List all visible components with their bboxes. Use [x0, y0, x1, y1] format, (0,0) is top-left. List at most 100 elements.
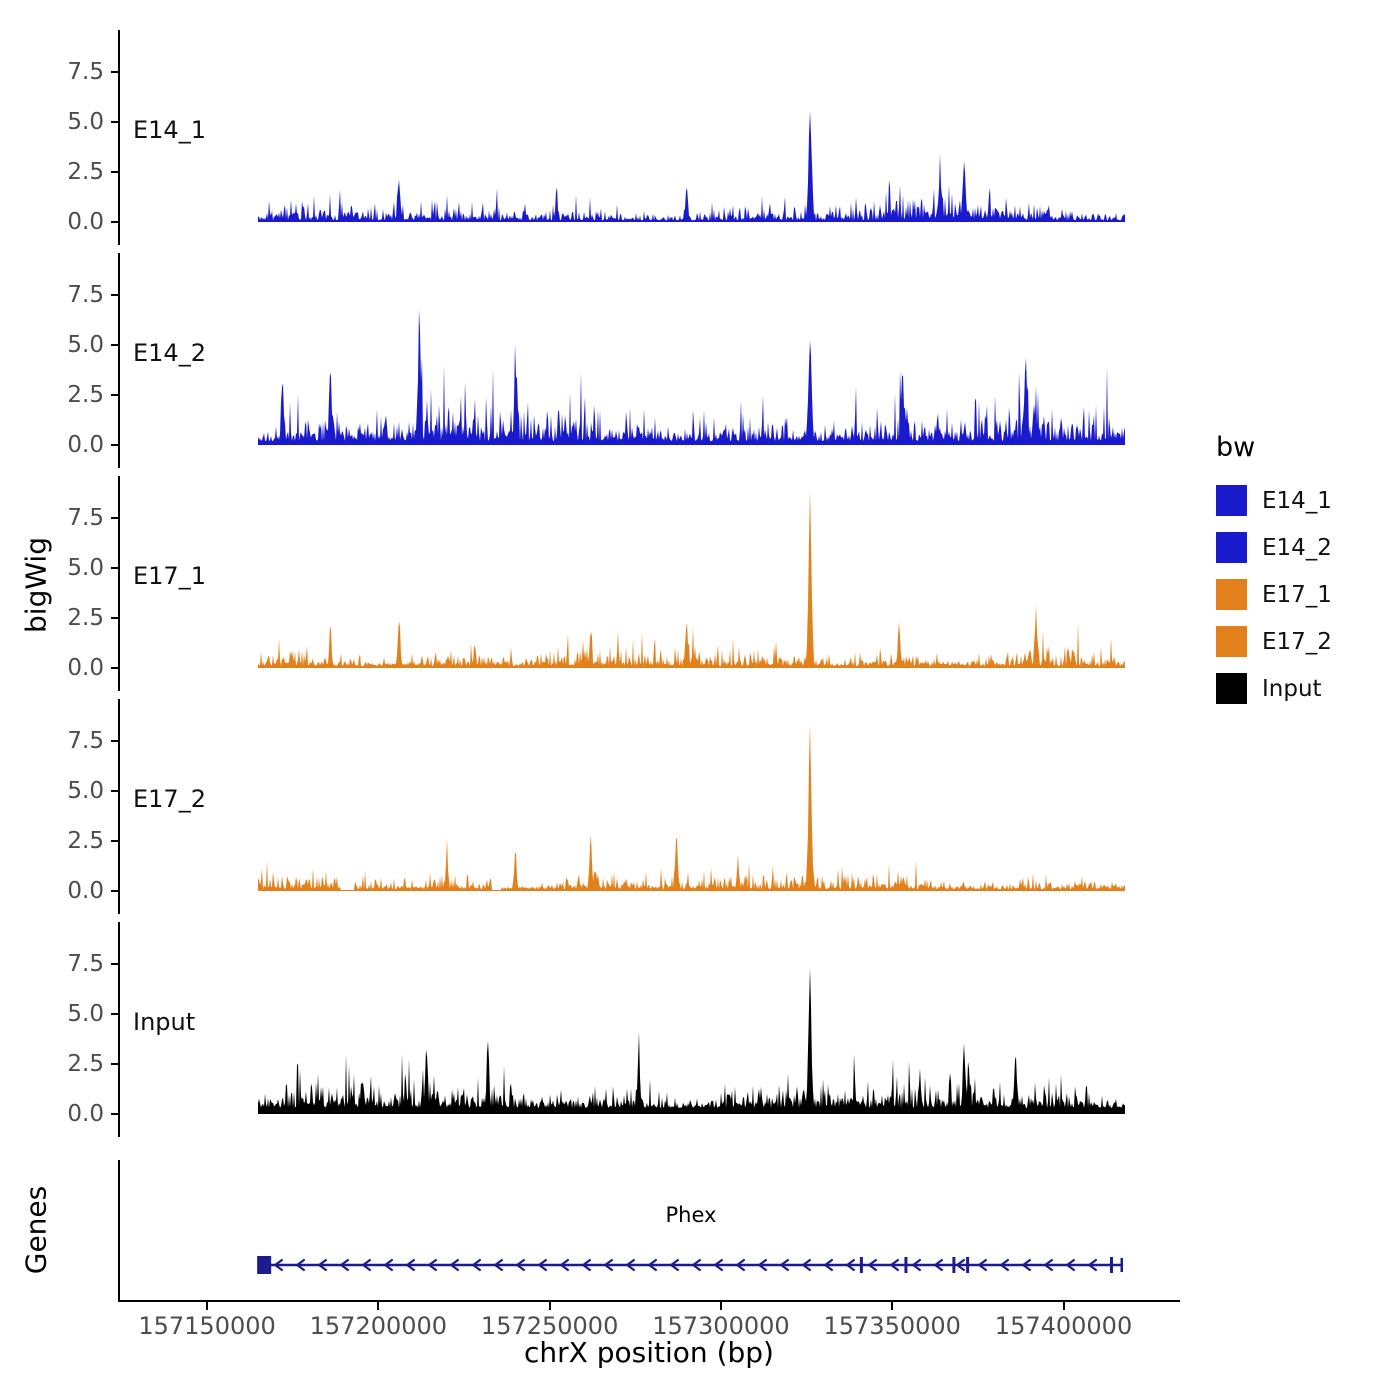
- left-arrow-icon: [801, 1258, 812, 1272]
- left-arrow-icon: [1043, 1258, 1054, 1272]
- genes-axis-title: Genes: [19, 1185, 53, 1275]
- y-tick-label: 7.5: [67, 282, 104, 308]
- left-arrow-icon: [339, 1258, 350, 1272]
- signal-path-Input: [258, 967, 1125, 1114]
- y-tick-mark: [111, 790, 118, 792]
- left-arrow-icon: [933, 1258, 944, 1272]
- left-arrow-icon: [977, 1258, 988, 1272]
- left-arrow-icon: [273, 1258, 284, 1272]
- legend-entries: E14_1 E14_2 E17_1 E17_2 Input: [1216, 477, 1332, 712]
- left-arrow-icon: [603, 1258, 614, 1272]
- legend-entry-E14_1: E14_1: [1216, 477, 1332, 524]
- legend-entry-Input: Input: [1216, 665, 1332, 712]
- x-tick-mark: [548, 1302, 551, 1310]
- y-tick-mark: [111, 344, 118, 346]
- left-arrow-icon: [955, 1258, 966, 1272]
- y-tick-mark: [111, 71, 118, 73]
- y-tick-label: 0.0: [67, 209, 104, 235]
- legend-entry-E14_2: E14_2: [1216, 524, 1332, 571]
- transcript-direction-arrows: [273, 1258, 1098, 1272]
- legend-entry-E17_1: E17_1: [1216, 571, 1332, 618]
- gene-name-label: Phex: [665, 1203, 716, 1227]
- legend-entry-label: E14_1: [1262, 487, 1332, 514]
- y-tick-label: 5.0: [67, 109, 104, 135]
- y-tick-mark: [111, 121, 118, 123]
- legend-entry-label: E14_2: [1262, 534, 1332, 561]
- x-tick-mark: [377, 1302, 380, 1310]
- left-arrow-icon: [713, 1258, 724, 1272]
- y-tick-label: 2.5: [67, 828, 104, 854]
- y-tick-label: 2.5: [67, 605, 104, 631]
- left-arrow-icon: [845, 1258, 856, 1272]
- left-arrow-icon: [559, 1258, 570, 1272]
- left-arrow-icon: [493, 1258, 504, 1272]
- left-arrow-icon: [427, 1258, 438, 1272]
- y-tick-label: 5.0: [67, 555, 104, 581]
- track-label-Input: Input: [133, 1008, 196, 1036]
- track-y-axis-line: [118, 30, 120, 245]
- legend-swatch-E14_1: [1216, 485, 1247, 516]
- signal-path-E17_2: [258, 723, 1125, 891]
- genes-y-axis-line: [118, 1160, 120, 1300]
- y-tick-mark: [111, 740, 118, 742]
- y-tick-label: 0.0: [67, 432, 104, 458]
- y-tick-mark: [111, 1113, 118, 1115]
- x-tick-mark: [719, 1302, 722, 1310]
- y-tick-mark: [111, 517, 118, 519]
- left-arrow-icon: [999, 1258, 1010, 1272]
- y-tick-label: 5.0: [67, 332, 104, 358]
- y-tick-mark: [111, 617, 118, 619]
- legend-swatch-E17_2: [1216, 626, 1247, 657]
- left-arrow-icon: [383, 1258, 394, 1272]
- signal-path-E14_1: [258, 110, 1125, 222]
- left-arrow-icon: [1021, 1258, 1032, 1272]
- left-arrow-icon: [911, 1258, 922, 1272]
- x-tick-label: 157250000: [480, 1312, 619, 1340]
- left-arrow-icon: [295, 1258, 306, 1272]
- signal-area-E14_2: [258, 309, 1125, 445]
- x-tick-mark: [206, 1302, 209, 1310]
- y-tick-mark: [111, 840, 118, 842]
- legend-title: bw: [1216, 432, 1256, 463]
- x-tick-label: 157350000: [823, 1312, 961, 1340]
- signal-area-E14_1: [258, 110, 1125, 222]
- x-tick-mark: [891, 1302, 894, 1310]
- x-tick-label: 157400000: [994, 1312, 1133, 1340]
- y-tick-mark: [111, 1013, 118, 1015]
- track-y-axis-line: [118, 253, 120, 468]
- y-tick-label: 7.5: [67, 505, 104, 531]
- y-tick-label: 2.5: [67, 159, 104, 185]
- left-arrow-icon: [581, 1258, 592, 1272]
- gene-track-svg: Phex: [257, 1203, 1124, 1274]
- left-arrow-icon: [361, 1258, 372, 1272]
- left-arrow-icon: [1087, 1258, 1098, 1272]
- y-tick-label: 7.5: [67, 951, 104, 977]
- y-tick-label: 2.5: [67, 1051, 104, 1077]
- track-label-E14_1: E14_1: [133, 116, 206, 144]
- y-tick-mark: [111, 394, 118, 396]
- y-tick-mark: [111, 567, 118, 569]
- y-tick-mark: [111, 221, 118, 223]
- signal-area-E17_2: [258, 723, 1125, 891]
- signal-area-Input: [258, 967, 1125, 1114]
- left-arrow-icon: [405, 1258, 416, 1272]
- left-arrow-icon: [823, 1258, 834, 1272]
- left-arrow-icon: [1065, 1258, 1076, 1272]
- signal-area-E17_1: [258, 489, 1125, 668]
- y-tick-mark: [111, 1063, 118, 1065]
- y-tick-mark: [111, 444, 118, 446]
- track-y-axis-line: [118, 922, 120, 1137]
- legend-entry-label: E17_1: [1262, 581, 1332, 608]
- left-arrow-icon: [515, 1258, 526, 1272]
- y-tick-label: 5.0: [67, 778, 104, 804]
- track-y-axis-line: [118, 699, 120, 914]
- legend-swatch-E14_2: [1216, 532, 1247, 563]
- left-arrow-icon: [757, 1258, 768, 1272]
- y-tick-label: 2.5: [67, 382, 104, 408]
- y-tick-label: 7.5: [67, 728, 104, 754]
- left-arrow-icon: [889, 1258, 900, 1272]
- y-tick-label: 0.0: [67, 878, 104, 904]
- legend: bw E14_1 E14_2 E17_1 E17_2 Input: [1216, 432, 1332, 712]
- x-tick-label: 157300000: [652, 1312, 790, 1340]
